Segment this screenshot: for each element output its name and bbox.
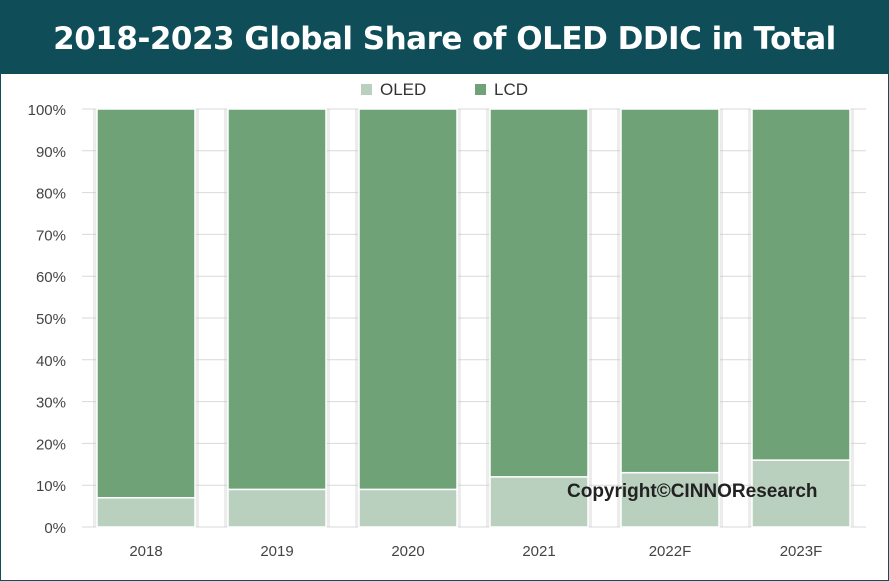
x-tick-label: 2023F [780,543,823,560]
bar-lcd-2020 [358,108,458,491]
x-tick-label: 2020 [391,543,424,560]
y-tick-label: 60% [36,269,66,286]
bar-oled-2020 [358,488,458,528]
bar-oled-2022F [620,471,720,528]
x-tick-label: 2019 [260,543,293,560]
legend: OLED LCD [0,80,889,100]
bar-lcd-2021 [489,108,589,478]
bar-lcd-2022F [620,108,720,474]
bar-oled-2019 [227,488,327,528]
copyright-annotation: Copyright©CINNOResearch [567,481,818,502]
y-tick-label: 0% [44,520,66,537]
y-tick-label: 10% [36,478,66,495]
title-bar [0,0,889,74]
bar-oled-2021 [489,476,589,528]
y-tick-label: 80% [36,186,66,203]
legend-swatch-lcd [475,84,486,95]
y-tick-label: 30% [36,395,66,412]
y-tick-label: 70% [36,227,66,244]
bar-oled-2018 [96,496,196,528]
bar-oled-2023F [751,459,851,528]
x-tick-label: 2018 [129,543,162,560]
x-tick-label: 2022F [649,543,692,560]
y-tick-label: 90% [36,144,66,161]
legend-label-lcd: LCD [494,80,529,99]
bar-lcd-2023F [751,108,851,461]
y-tick-label: 50% [36,311,66,328]
legend-item-lcd: LCD [475,80,528,100]
x-tick-label: 2021 [522,543,555,560]
legend-label-oled: OLED [379,80,427,99]
bar-lcd-2018 [96,108,196,499]
y-tick-label: 20% [36,436,66,453]
y-tick-label: 100% [28,102,66,119]
bar-lcd-2019 [227,108,327,491]
legend-swatch-oled [360,84,372,95]
y-tick-label: 40% [36,353,66,370]
legend-item-oled: OLED [360,80,427,100]
